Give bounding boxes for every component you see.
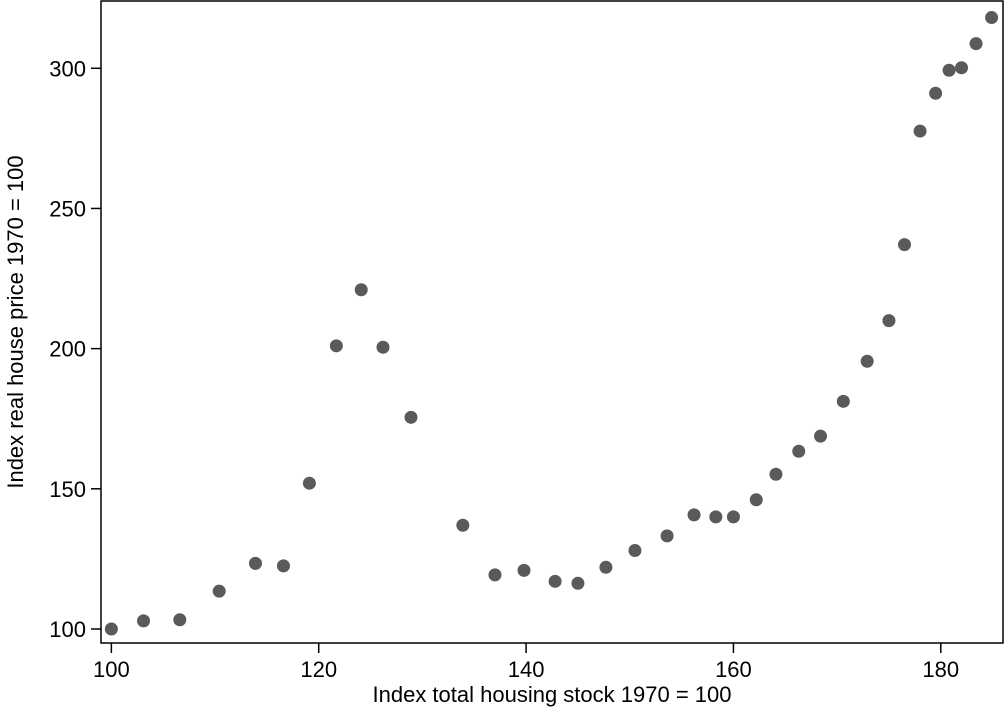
data-point [599,560,613,574]
data-point [302,476,316,490]
data-point [985,11,999,25]
data-point [749,493,763,507]
data-point [548,574,562,588]
x-tick-label: 160 [715,657,752,682]
data-point [376,340,390,354]
data-point [792,444,806,458]
data-point [955,61,969,75]
y-tick-label: 300 [49,56,86,81]
y-tick-label: 250 [49,196,86,221]
data-point [517,563,531,577]
data-point [687,508,701,522]
x-tick-label: 180 [922,657,959,682]
data-point [104,622,118,636]
y-axis: 100 150 200 250 300 [49,56,101,642]
data-point [354,283,368,297]
data-point [969,37,983,51]
data-point [488,568,502,582]
data-point [173,613,187,627]
data-point [571,576,585,590]
data-point [628,543,642,557]
data-point [404,410,418,424]
data-point [898,238,912,252]
data-points [104,11,999,636]
data-point [276,559,290,573]
y-tick-label: 150 [49,477,86,502]
data-point [929,86,943,100]
data-point [942,63,956,77]
x-axis-title: Index total housing stock 1970 = 100 [373,682,732,707]
data-point [814,429,828,443]
y-axis-title: Index real house price 1970 = 100 [3,155,28,488]
data-point [836,394,850,408]
data-point [882,314,896,328]
x-tick-label: 120 [300,657,337,682]
data-point [248,556,262,570]
x-tick-label: 100 [93,657,130,682]
data-point [913,124,927,138]
x-axis: 100 120 140 160 180 [93,643,959,682]
y-tick-label: 100 [49,617,86,642]
data-point [137,614,151,628]
data-point [860,354,874,368]
data-point [660,529,674,543]
data-point [769,467,783,481]
data-point [456,518,470,532]
data-point [329,339,343,353]
data-point [726,510,740,524]
x-tick-label: 140 [508,657,545,682]
data-point [709,510,723,524]
plot-area-frame [100,0,1004,644]
y-tick-label: 200 [49,337,86,362]
data-point [212,584,226,598]
